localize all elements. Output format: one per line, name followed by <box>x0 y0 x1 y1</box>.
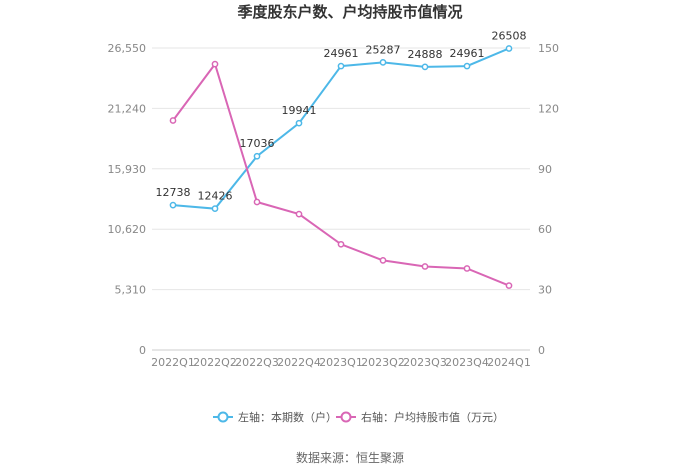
right-axis-tick-label: 90 <box>538 163 552 176</box>
right-axis-tick-label: 150 <box>538 42 559 55</box>
series-1-point <box>295 119 303 127</box>
data-label: 24888 <box>408 48 443 61</box>
series-1-point <box>379 59 387 66</box>
legend-marker <box>217 411 229 423</box>
data-label: 17036 <box>240 137 275 150</box>
left-axis-tick-label: 15,930 <box>108 163 147 176</box>
axis-layer: 0 5,310 10,620 15,930 21,240 26,550 0 30 60 90 120… <box>108 42 560 369</box>
right-axis-tick-label: 60 <box>538 223 552 236</box>
data-label: 25287 <box>366 43 401 56</box>
series-2-point <box>379 257 387 264</box>
source-note: 数据来源：恒生聚源 <box>296 450 404 465</box>
left-axis-tick-label: 0 <box>139 344 146 357</box>
x-axis-tick-label: 2023Q2 <box>361 356 405 369</box>
series-2-point <box>211 60 219 68</box>
left-axis-tick-label: 26,550 <box>108 42 147 55</box>
x-axis-tick-label: 2023Q3 <box>403 356 447 369</box>
data-label: 12738 <box>156 186 191 199</box>
series-1-point <box>505 45 513 52</box>
series-2-point <box>337 240 345 248</box>
x-axis-tick-label: 2023Q4 <box>445 356 489 369</box>
right-axis-tick-label: 0 <box>538 344 545 357</box>
left-axis-tick-label: 5,310 <box>115 284 147 297</box>
series-1-point <box>253 152 261 160</box>
series-2-point <box>421 263 429 270</box>
series-line-2 <box>172 61 510 287</box>
data-label: 26508 <box>492 29 527 42</box>
x-axis-tick-label: 2022Q4 <box>277 356 321 369</box>
right-axis-tick-label: 120 <box>538 102 559 115</box>
legend-label: 左轴：本期数（户） <box>238 410 337 424</box>
series-layer <box>169 45 513 289</box>
legend-label: 右轴：户均持股市值（万元） <box>361 410 504 424</box>
x-axis-tick-label: 2022Q3 <box>235 356 279 369</box>
series-2-point <box>169 117 177 124</box>
series-1-point <box>211 205 219 213</box>
data-label-layer: 12738 12426 17036 19941 24961 25287 24888 24961… <box>156 29 527 202</box>
series-2-point <box>505 282 513 289</box>
data-label: 19941 <box>282 104 317 117</box>
x-axis-tick-label: 2022Q2 <box>193 356 237 369</box>
series-1-point <box>169 201 177 209</box>
series-2-point <box>463 265 471 272</box>
chart-title: 季度股东户数、户均持股市值情况 <box>237 3 462 21</box>
data-label: 24961 <box>450 47 485 60</box>
series-1-point <box>337 62 345 70</box>
left-axis-tick-label: 21,240 <box>108 102 147 115</box>
x-axis-tick-label: 2024Q1 <box>487 356 531 369</box>
series-1-point <box>463 62 471 70</box>
legend-marker <box>340 411 352 423</box>
x-axis-tick-label: 2023Q1 <box>319 356 363 369</box>
series-line-1 <box>172 47 510 210</box>
data-label: 12426 <box>198 190 233 203</box>
series-2-point <box>253 198 261 206</box>
legend: 左轴：本期数（户） 右轴：户均持股市值（万元） <box>213 410 504 424</box>
right-axis-tick-label: 30 <box>538 284 552 297</box>
data-label: 24961 <box>324 47 359 60</box>
x-axis-tick-label: 2022Q1 <box>151 356 195 369</box>
grid-layer <box>152 47 530 351</box>
series-1-point <box>421 63 429 71</box>
series-2-point <box>295 210 303 218</box>
left-axis-tick-label: 10,620 <box>108 223 147 236</box>
